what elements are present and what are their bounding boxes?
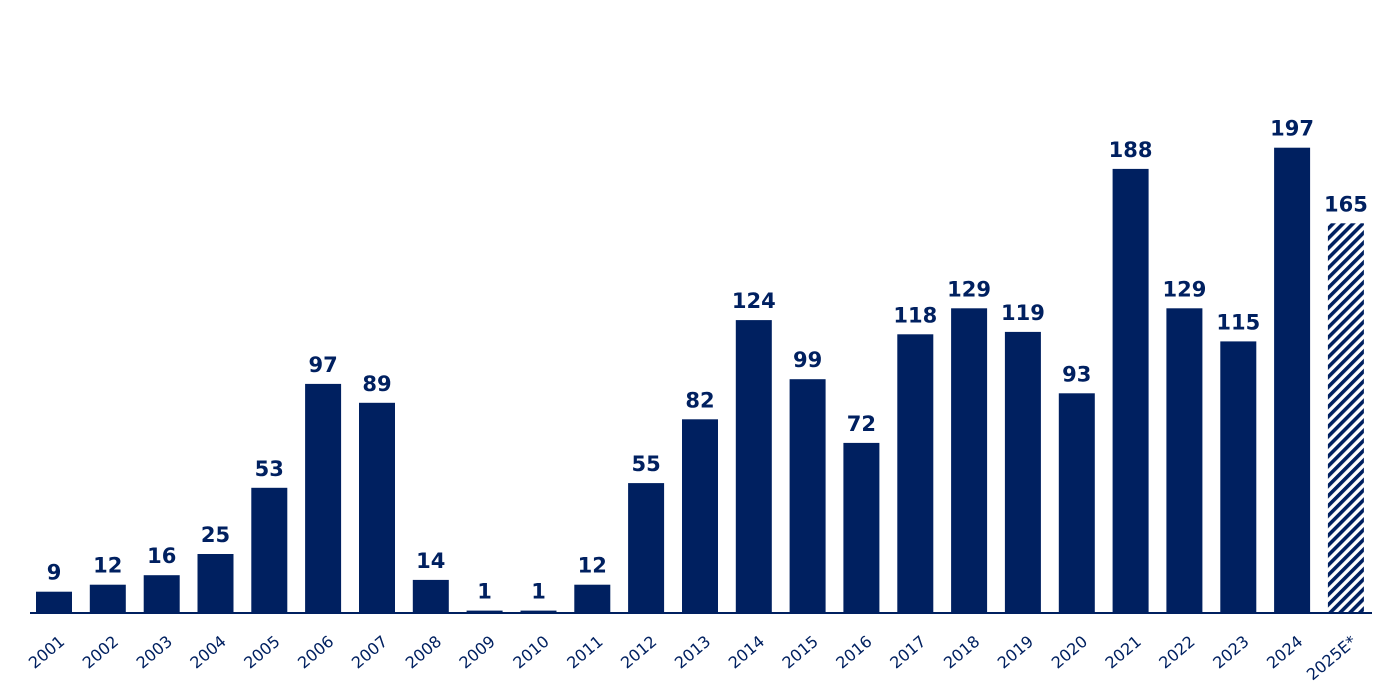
value-label-2016: 72 <box>847 412 876 436</box>
value-label-2018: 129 <box>947 277 991 301</box>
bar-2024 <box>1274 147 1311 613</box>
x-tick-label-2011: 2011 <box>563 632 606 673</box>
bar-2009 <box>466 610 503 613</box>
x-tick-label-2014: 2014 <box>725 632 768 673</box>
x-tick-label-2009: 2009 <box>455 632 498 673</box>
bars-group <box>36 147 1364 614</box>
value-label-2006: 97 <box>308 353 337 377</box>
x-tick-label-2003: 2003 <box>133 632 176 673</box>
bar-2007 <box>359 402 395 613</box>
bar-2005 <box>251 487 288 613</box>
x-tick-label-2004: 2004 <box>186 632 229 673</box>
bar-2002 <box>89 584 126 613</box>
x-tick-label-2002: 2002 <box>79 632 122 673</box>
value-label-2024: 197 <box>1270 117 1314 141</box>
value-label-2012: 55 <box>631 452 660 476</box>
x-tick-label-2005: 2005 <box>240 632 283 673</box>
value-label-2004: 25 <box>201 523 230 547</box>
x-tick-label-2019: 2019 <box>994 632 1037 673</box>
value-label-2008: 14 <box>416 549 445 573</box>
bar-2004 <box>197 554 234 614</box>
bar-2017 <box>897 334 934 613</box>
bar-2014 <box>735 320 772 613</box>
value-label-2023: 115 <box>1216 310 1260 334</box>
value-label-2021: 188 <box>1109 138 1153 162</box>
value-label-2025E*: 165 <box>1324 192 1368 216</box>
x-tick-label-2013: 2013 <box>671 632 714 673</box>
x-tick-label-2022: 2022 <box>1155 632 1198 673</box>
bar-2025E* <box>1327 223 1364 614</box>
x-tick-label-2006: 2006 <box>294 632 337 673</box>
bar-2008 <box>412 579 449 613</box>
value-label-2010: 1 <box>531 580 546 604</box>
bar-2018 <box>951 308 988 613</box>
value-label-2014: 124 <box>732 289 776 313</box>
x-tick-label-2007: 2007 <box>348 632 391 673</box>
bar-2022 <box>1166 308 1203 613</box>
bar-2023 <box>1220 341 1257 613</box>
value-label-2011: 12 <box>578 554 607 578</box>
bar-2013 <box>682 419 718 613</box>
bar-2016 <box>843 442 880 613</box>
x-tick-label-2010: 2010 <box>509 632 552 673</box>
x-tick-label-2018: 2018 <box>940 632 983 673</box>
value-label-2002: 12 <box>93 554 122 578</box>
value-label-2022: 129 <box>1162 277 1206 301</box>
bar-2001 <box>36 591 72 613</box>
x-tick-label-2016: 2016 <box>832 632 875 673</box>
value-label-2015: 99 <box>793 348 822 372</box>
x-tick-label-2012: 2012 <box>617 632 660 673</box>
x-tick-label-2008: 2008 <box>402 632 445 673</box>
bar-2019 <box>1004 331 1041 613</box>
value-labels-group: 9 12 16 25 53 97 89 14 1 1 12 55 82 124 99 72 118 129 119 9… <box>47 117 1368 604</box>
value-label-2017: 118 <box>893 303 937 327</box>
value-label-2019: 119 <box>1001 301 1045 325</box>
bar-2006 <box>305 383 342 613</box>
value-label-2020: 93 <box>1062 362 1091 386</box>
x-tick-label-2017: 2017 <box>886 632 929 673</box>
x-tick-label-2015: 2015 <box>778 632 821 673</box>
x-tick-label-2025E*: 2025E* <box>1303 632 1360 684</box>
value-label-2001: 9 <box>47 561 62 585</box>
bar-2021 <box>1112 168 1149 613</box>
x-tick-labels-group: 2001 2002 2003 2004 2005 2006 2007 2008 2009 2010… <box>25 632 1360 684</box>
value-label-2003: 16 <box>147 544 176 568</box>
x-tick-label-2023: 2023 <box>1209 632 1252 673</box>
bar-2010 <box>520 610 557 613</box>
x-tick-label-2020: 2020 <box>1048 632 1091 673</box>
bar-2011 <box>574 584 611 613</box>
value-label-2005: 53 <box>255 457 284 481</box>
value-label-2013: 82 <box>685 388 714 412</box>
bar-2015 <box>789 379 826 613</box>
x-tick-label-2021: 2021 <box>1101 632 1144 673</box>
bar-2003 <box>143 575 180 613</box>
value-label-2009: 1 <box>477 580 492 604</box>
bar-2020 <box>1058 393 1095 613</box>
x-tick-label-2001: 2001 <box>25 632 68 673</box>
bar-2012 <box>628 483 665 613</box>
value-label-2007: 89 <box>362 372 391 396</box>
x-tick-label-2024: 2024 <box>1263 632 1306 673</box>
